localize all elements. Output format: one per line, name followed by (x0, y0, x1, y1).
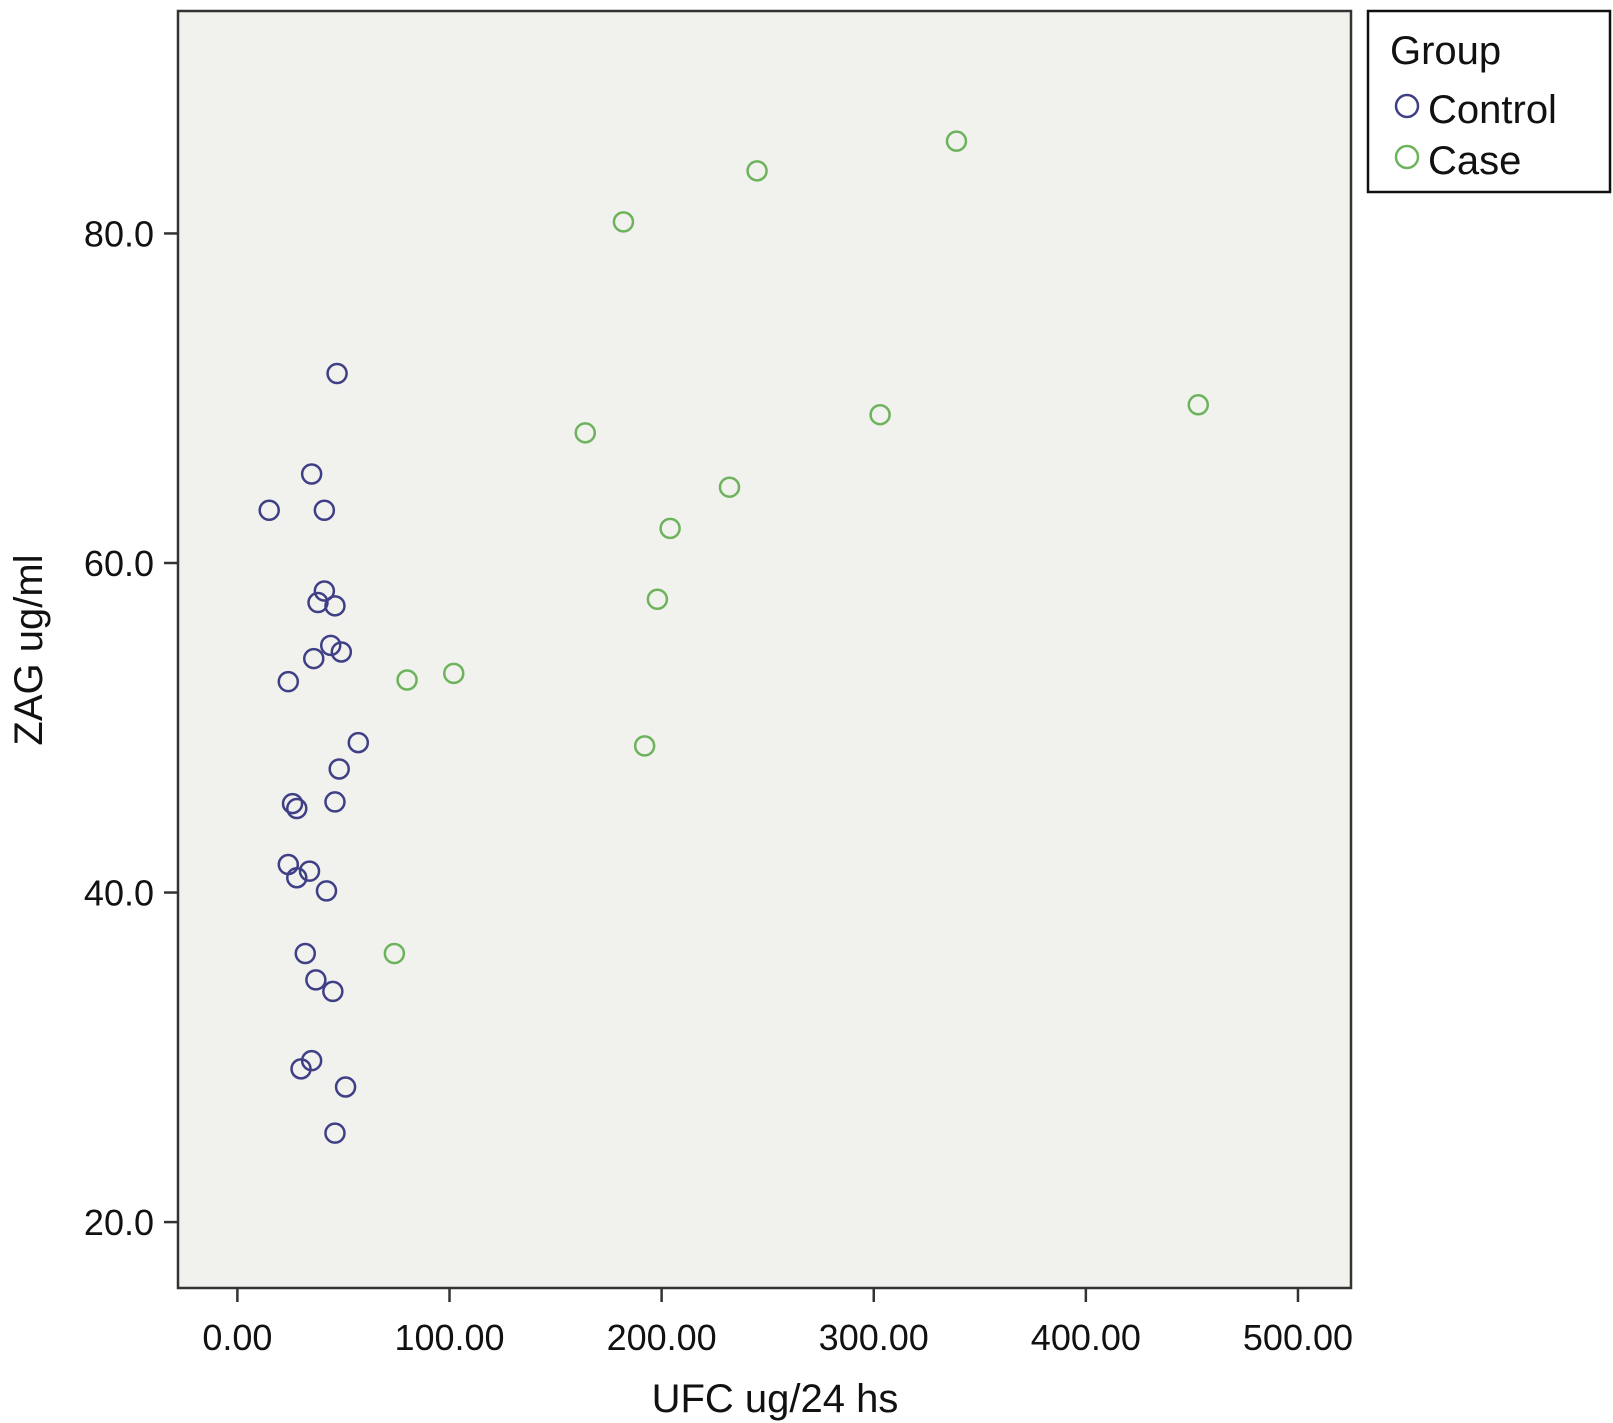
legend-marker-case (1394, 144, 1420, 170)
point-case (633, 735, 656, 757)
point-control (324, 791, 346, 813)
y-axis: 20.0 40.0 60.0 80.0 (84, 213, 178, 1243)
y-tick-label: 80.0 (84, 213, 154, 254)
x-tick-label: 500.00 (1243, 1317, 1353, 1358)
y-tick-label: 60.0 (84, 543, 154, 584)
point-case (746, 160, 768, 182)
data-points (258, 130, 1210, 1144)
point-case (574, 422, 597, 444)
point-control (313, 580, 336, 602)
y-tick-label: 40.0 (84, 873, 154, 914)
point-control (290, 1058, 312, 1080)
point-control (319, 634, 342, 657)
plot-area (176, 9, 1353, 1290)
point-case (646, 588, 669, 610)
point-control (324, 595, 346, 617)
point-control (300, 463, 323, 485)
point-control (328, 758, 350, 780)
point-case (1187, 394, 1210, 416)
point-case (443, 662, 465, 685)
legend-box (1366, 9, 1612, 194)
point-control (286, 866, 308, 889)
x-tick-label: 100.00 (394, 1317, 504, 1358)
point-control (281, 792, 304, 815)
point-control (330, 641, 353, 663)
legend: Group Control Case (1366, 9, 1612, 194)
point-control (294, 942, 317, 965)
point-control (307, 591, 329, 614)
point-control (326, 362, 348, 385)
x-axis: 0.00 100.00 200.00 300.00 400.00 500.00 (202, 1288, 1353, 1358)
legend-label-control: Control (1428, 88, 1557, 132)
point-case (396, 669, 418, 691)
point-control (298, 860, 321, 882)
point-control (347, 731, 370, 754)
point-control (334, 1076, 357, 1098)
point-control (322, 980, 344, 1003)
point-case (718, 476, 741, 498)
y-tick-label: 20.0 (84, 1202, 154, 1243)
x-tick-label: 400.00 (1031, 1317, 1141, 1358)
point-case (869, 403, 891, 426)
x-tick-label: 200.00 (607, 1317, 717, 1358)
x-tick-label: 0.00 (202, 1317, 272, 1358)
point-case (612, 211, 635, 233)
point-case (383, 942, 406, 965)
point-control (324, 1122, 346, 1144)
x-tick-label: 300.00 (819, 1317, 929, 1358)
point-case (659, 517, 681, 540)
point-control (313, 499, 336, 522)
point-case (945, 130, 968, 152)
legend-title: Group (1390, 29, 1501, 73)
x-axis-title: UFC ug/24 hs (652, 1377, 899, 1421)
point-control (305, 969, 327, 991)
point-control (286, 797, 308, 820)
point-control (303, 647, 325, 670)
point-control (277, 670, 300, 693)
point-control (315, 880, 338, 902)
legend-marker-control (1394, 93, 1420, 119)
point-control (258, 499, 280, 522)
legend-label-case: Case (1428, 139, 1521, 183)
y-axis-title: ZAG ug/ml (7, 554, 51, 745)
